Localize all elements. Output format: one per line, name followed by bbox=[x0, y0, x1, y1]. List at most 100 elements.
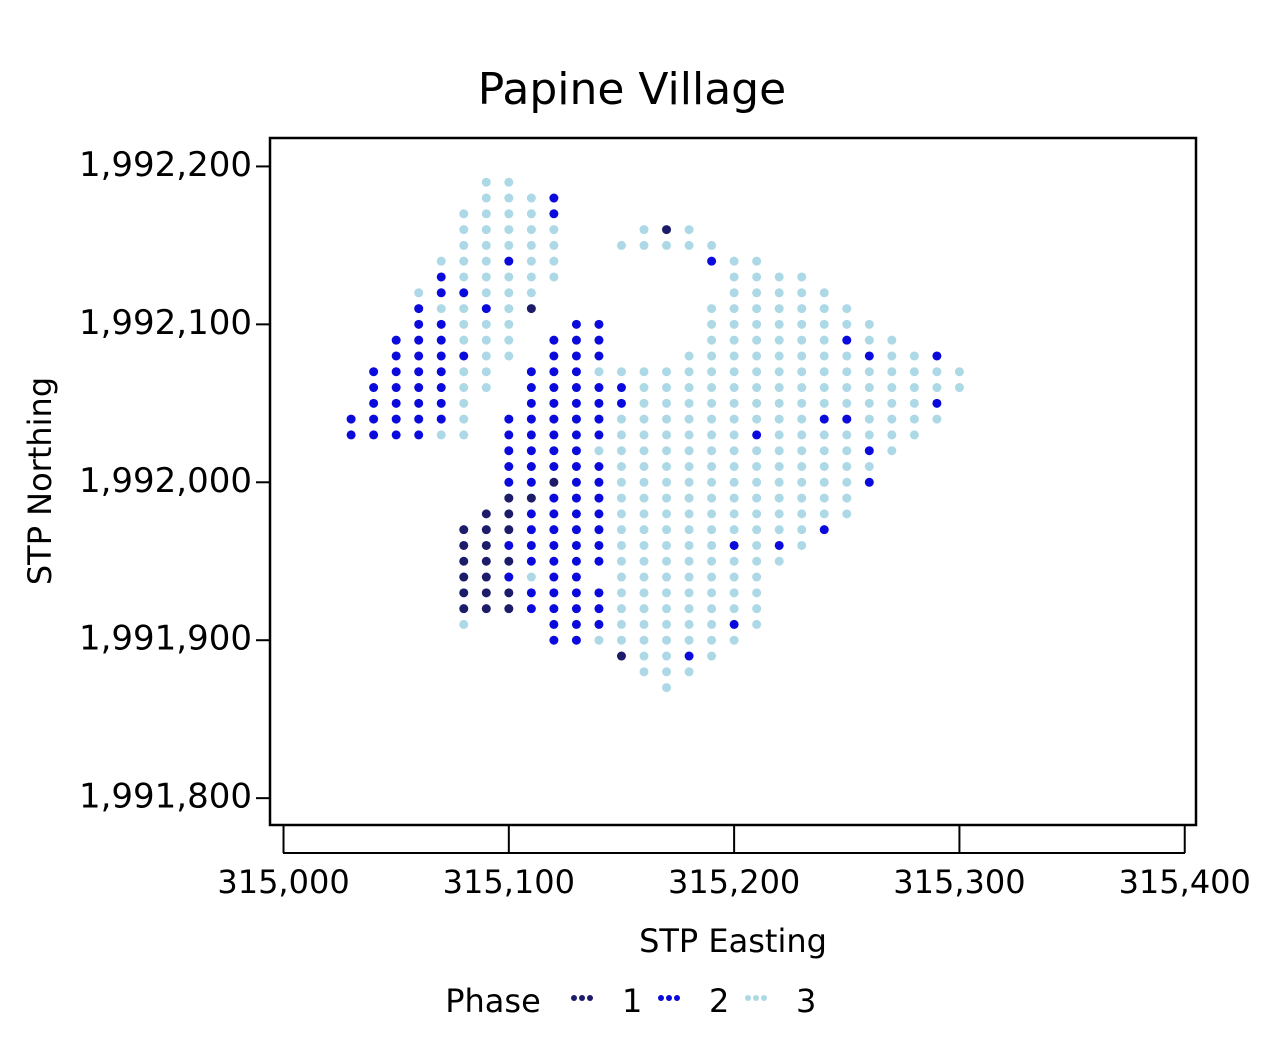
data-point bbox=[774, 540, 784, 550]
data-point bbox=[414, 383, 424, 393]
data-point bbox=[504, 272, 514, 282]
legend-marker bbox=[674, 995, 680, 1001]
data-point bbox=[662, 525, 672, 535]
data-point bbox=[616, 509, 626, 519]
data-point bbox=[639, 525, 649, 535]
x-tick-label: 315,300 bbox=[893, 863, 1025, 901]
data-point bbox=[819, 398, 829, 408]
plot-area bbox=[346, 177, 964, 693]
data-point bbox=[549, 588, 559, 598]
data-point bbox=[662, 604, 672, 614]
data-point bbox=[752, 556, 762, 566]
data-point bbox=[887, 383, 897, 393]
data-point bbox=[752, 525, 762, 535]
data-point bbox=[369, 383, 379, 393]
data-point bbox=[819, 367, 829, 377]
data-point bbox=[616, 556, 626, 566]
data-point bbox=[549, 209, 559, 219]
data-point bbox=[752, 272, 762, 282]
data-point bbox=[571, 446, 581, 456]
data-point bbox=[707, 398, 717, 408]
data-point bbox=[819, 477, 829, 487]
data-point bbox=[819, 461, 829, 471]
data-point bbox=[369, 430, 379, 440]
data-point bbox=[842, 351, 852, 361]
data-point bbox=[616, 540, 626, 550]
data-point bbox=[639, 604, 649, 614]
data-point bbox=[684, 240, 694, 250]
data-point bbox=[526, 414, 536, 424]
data-point bbox=[571, 604, 581, 614]
data-point bbox=[662, 540, 672, 550]
data-point bbox=[414, 414, 424, 424]
data-point bbox=[797, 367, 807, 377]
y-tick-label: 1,991,900 bbox=[79, 619, 252, 659]
data-point bbox=[774, 398, 784, 408]
data-point bbox=[459, 414, 469, 424]
data-point bbox=[571, 509, 581, 519]
data-point bbox=[662, 240, 672, 250]
x-tick-label: 315,000 bbox=[217, 863, 349, 901]
data-point bbox=[504, 525, 514, 535]
data-point bbox=[932, 351, 942, 361]
data-point bbox=[414, 319, 424, 329]
data-point bbox=[797, 383, 807, 393]
data-point bbox=[549, 540, 559, 550]
data-point bbox=[752, 256, 762, 266]
data-point bbox=[684, 461, 694, 471]
data-point bbox=[639, 446, 649, 456]
data-point bbox=[842, 461, 852, 471]
data-point bbox=[752, 572, 762, 582]
data-point bbox=[639, 477, 649, 487]
data-point bbox=[797, 493, 807, 503]
data-point bbox=[662, 509, 672, 519]
data-point bbox=[571, 398, 581, 408]
data-point bbox=[571, 461, 581, 471]
data-point bbox=[436, 288, 446, 298]
y-tick-label: 1,991,800 bbox=[79, 777, 252, 817]
data-point bbox=[526, 288, 536, 298]
legend-marker bbox=[745, 995, 751, 1001]
data-point bbox=[752, 398, 762, 408]
data-point bbox=[481, 193, 491, 203]
data-point bbox=[797, 540, 807, 550]
data-point bbox=[594, 493, 604, 503]
data-point bbox=[797, 461, 807, 471]
data-point bbox=[436, 272, 446, 282]
data-point bbox=[391, 367, 401, 377]
data-point bbox=[639, 651, 649, 661]
data-point bbox=[481, 225, 491, 235]
data-point bbox=[864, 319, 874, 329]
data-point bbox=[729, 493, 739, 503]
data-point bbox=[864, 446, 874, 456]
data-point bbox=[752, 540, 762, 550]
data-point bbox=[616, 383, 626, 393]
data-point bbox=[797, 304, 807, 314]
data-point bbox=[684, 446, 694, 456]
data-point bbox=[504, 351, 514, 361]
data-point bbox=[774, 367, 784, 377]
data-point bbox=[571, 367, 581, 377]
data-point bbox=[504, 509, 514, 519]
data-point bbox=[774, 304, 784, 314]
data-point bbox=[774, 319, 784, 329]
data-point bbox=[459, 319, 469, 329]
data-point bbox=[842, 509, 852, 519]
data-point bbox=[662, 367, 672, 377]
data-point bbox=[571, 430, 581, 440]
data-point bbox=[526, 225, 536, 235]
data-point bbox=[752, 351, 762, 361]
data-point bbox=[662, 556, 672, 566]
data-point bbox=[684, 572, 694, 582]
data-point bbox=[842, 446, 852, 456]
data-point bbox=[436, 414, 446, 424]
data-point bbox=[504, 604, 514, 614]
data-point bbox=[662, 430, 672, 440]
data-point bbox=[639, 225, 649, 235]
data-point bbox=[481, 367, 491, 377]
data-point bbox=[707, 414, 717, 424]
data-point bbox=[729, 256, 739, 266]
data-point bbox=[774, 477, 784, 487]
data-point bbox=[887, 414, 897, 424]
x-tick-label: 315,200 bbox=[668, 863, 800, 901]
